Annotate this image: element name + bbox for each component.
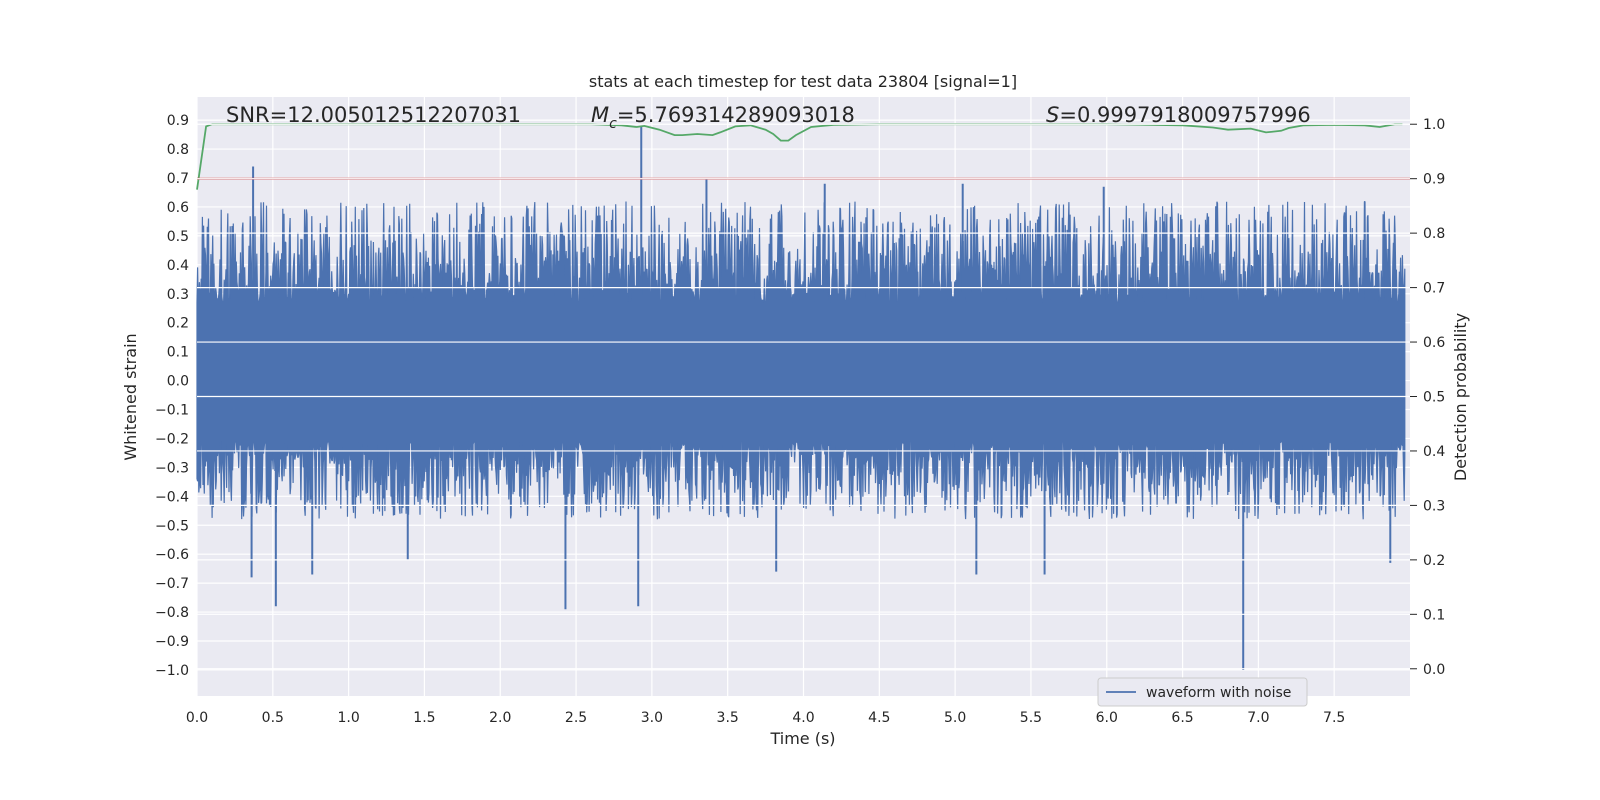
y-tick-label: 0.4 <box>167 258 189 274</box>
x-tick-label: 7.0 <box>1247 710 1269 726</box>
x-tick-label: 2.5 <box>565 710 587 726</box>
y2-axis-label: Detection probability <box>1451 313 1470 481</box>
y-tick-label: −0.8 <box>155 605 189 621</box>
x-tick-label: 6.5 <box>1171 710 1193 726</box>
x-tick-label: 0.0 <box>186 710 208 726</box>
s-value: =0.9997918009757996 <box>1059 103 1310 127</box>
snr-annotation: SNR=12.005012512207031 <box>226 103 521 127</box>
y-tick-label: −1.0 <box>155 663 189 679</box>
x-axis-label: Time (s) <box>769 729 835 748</box>
x-tick-label: 0.5 <box>262 710 284 726</box>
legend: waveform with noise <box>1097 677 1308 707</box>
y-tick-label: 0.1 <box>167 345 189 361</box>
y-tick-label: −0.3 <box>155 460 189 476</box>
y2-tick-label: 1.0 <box>1423 117 1445 133</box>
mc-subscript: c <box>609 116 617 132</box>
y-tick-label: 0.5 <box>167 229 189 245</box>
y-tick-label: 0.7 <box>167 171 189 187</box>
y-tick-label: 0.0 <box>167 374 189 390</box>
y2-tick-label: 0.2 <box>1423 553 1445 569</box>
y-tick-label: 0.6 <box>167 200 189 216</box>
y-tick-label: −0.7 <box>155 576 189 592</box>
legend-label: waveform with noise <box>1146 685 1291 701</box>
y-tick-label: 0.2 <box>167 316 189 332</box>
x-tick-label: 3.5 <box>717 710 739 726</box>
s-symbol: S <box>1046 103 1059 127</box>
x-tick-label: 5.5 <box>1020 710 1042 726</box>
waveform-series <box>196 125 1406 670</box>
mc-symbol: M <box>591 103 609 127</box>
y2-tick-label: 0.9 <box>1423 172 1445 188</box>
x-tick-label: 3.0 <box>641 710 663 726</box>
y2-tick-label: 0.6 <box>1423 335 1445 351</box>
x-tick-label: 6.0 <box>1096 710 1118 726</box>
y-axis-ticks: 0.9 0.8 0.7 0.6 0.5 0.4 0.3 0.2 0.1 0.0 −0.1 −0.2 −0… <box>155 113 189 679</box>
y-axis-label: Whitened strain <box>121 333 140 460</box>
y-tick-label: −0.9 <box>155 634 189 650</box>
chirp-mass-annotation: Mc=5.769314289093018 <box>591 103 855 132</box>
y2-tick-label: 0.8 <box>1423 226 1445 242</box>
x-tick-label: 1.5 <box>413 710 435 726</box>
chart-title: stats at each timestep for test data 238… <box>589 72 1017 91</box>
mc-value: =5.769314289093018 <box>617 103 855 127</box>
y2-axis-ticks: 1.0 0.9 0.8 0.7 0.6 0.5 0.4 0.3 0.2 0.1 0.0 <box>1410 117 1445 678</box>
x-tick-label: 4.5 <box>868 710 890 726</box>
grid-overlay <box>197 123 1410 670</box>
y-tick-label: −0.5 <box>155 518 189 534</box>
y-tick-label: 0.9 <box>167 113 189 129</box>
y-tick-label: 0.3 <box>167 287 189 303</box>
y-tick-label: −0.2 <box>155 431 189 447</box>
x-tick-label: 1.0 <box>337 710 359 726</box>
x-tick-label: 5.0 <box>944 710 966 726</box>
x-tick-label: 4.0 <box>792 710 814 726</box>
y2-tick-label: 0.4 <box>1423 444 1445 460</box>
significance-annotation: S=0.9997918009757996 <box>1046 103 1311 127</box>
x-tick-label: 2.0 <box>489 710 511 726</box>
y2-tick-label: 0.1 <box>1423 607 1445 623</box>
y2-tick-label: 0.3 <box>1423 498 1445 514</box>
y-tick-label: −0.6 <box>155 547 189 563</box>
y-tick-label: −0.1 <box>155 403 189 419</box>
y-tick-label: −0.4 <box>155 489 189 505</box>
y-tick-label: 0.8 <box>167 142 189 158</box>
y2-tick-label: 0.5 <box>1423 390 1445 406</box>
y2-tick-label: 0.7 <box>1423 281 1445 297</box>
x-axis-ticks: 0.0 0.5 1.0 1.5 2.0 2.5 3.0 3.5 4.0 4.5 5.0 5.5 6.0 6… <box>186 710 1345 726</box>
y2-tick-label: 0.0 <box>1423 662 1445 678</box>
x-tick-label: 7.5 <box>1323 710 1345 726</box>
legend-box <box>1097 677 1308 707</box>
